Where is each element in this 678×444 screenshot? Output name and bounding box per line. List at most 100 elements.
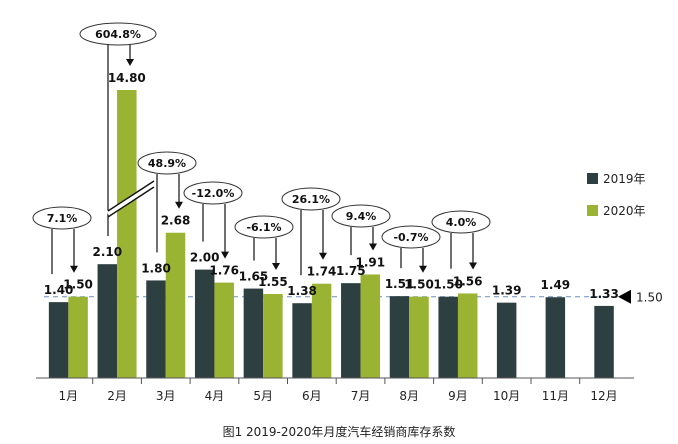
yoy-annotation: -0.7% xyxy=(381,225,441,273)
value-label-2019: 2.10 xyxy=(92,245,122,259)
value-label-2019: 1.75 xyxy=(336,264,366,278)
bar-2019 xyxy=(594,305,614,378)
bar-2019 xyxy=(243,288,264,378)
yoy-arrow-head xyxy=(369,243,377,251)
x-tick-label: 6月 xyxy=(302,389,322,403)
yoy-change-label: -12.0% xyxy=(192,187,235,200)
yoy-annotation: 4.0% xyxy=(431,210,491,270)
yoy-annotation: -6.1% xyxy=(234,215,294,270)
yoy-bubble xyxy=(381,225,441,249)
value-label-2020: 1.55 xyxy=(258,275,288,289)
value-label-2019: 1.80 xyxy=(141,261,171,275)
yoy-bubble xyxy=(331,204,391,228)
value-label-2019: 1.49 xyxy=(541,278,571,292)
bar-2019 xyxy=(48,302,69,378)
axis-break xyxy=(106,180,156,218)
value-label-2019: 2.00 xyxy=(190,251,220,265)
yoy-change-label: -6.1% xyxy=(246,221,281,234)
x-tick-label: 7月 xyxy=(351,389,371,403)
yoy-arrow-head xyxy=(126,59,134,66)
yoy-bubble xyxy=(137,151,197,175)
value-label-2019: 1.39 xyxy=(492,284,522,298)
bar-2019 xyxy=(97,264,118,378)
bar-2019 xyxy=(438,296,458,378)
yoy-annotation: 9.4% xyxy=(331,204,391,256)
bar-2020 xyxy=(360,274,381,378)
legend: 2019年 2020年 xyxy=(587,172,646,218)
value-label-2020: 1.76 xyxy=(209,264,239,278)
yoy-arrow-head xyxy=(221,251,229,259)
x-tick-label: 10月 xyxy=(493,389,520,403)
yoy-annotation: 26.1% xyxy=(281,187,341,276)
figure-caption: 图1 2019-2020年月度汽车经销商库存系数 xyxy=(223,424,456,439)
yoy-arrow-head xyxy=(70,265,78,273)
value-label-2020: 1.56 xyxy=(453,274,483,288)
bar-2020 xyxy=(409,296,429,378)
x-tick-label: 3月 xyxy=(156,389,176,403)
x-tick-label: 2月 xyxy=(107,389,127,403)
value-label-2019: 1.51 xyxy=(385,277,415,291)
yoy-change-label: 26.1% xyxy=(292,193,330,206)
yoy-change-label: -0.7% xyxy=(393,231,428,244)
bar-2019 xyxy=(496,302,517,378)
value-label-2019: 1.38 xyxy=(287,284,317,298)
axis-break-line xyxy=(107,180,155,212)
x-tick-label: 12月 xyxy=(590,389,617,403)
yoy-change-label: 9.4% xyxy=(346,210,377,223)
yoy-change-label: 48.9% xyxy=(148,157,186,170)
bar-2020 xyxy=(311,283,332,378)
bar-2019 xyxy=(292,303,312,378)
yoy-bubble xyxy=(431,210,491,234)
bar-2020 xyxy=(68,296,88,378)
bar-2020 xyxy=(457,293,478,378)
yoy-arrow-head xyxy=(469,262,477,270)
bar-2019 xyxy=(146,280,166,378)
yoy-annotations-group: 7.1% 604.8% 48.9% -12.0% -6.1% 26.1% 9.4% -0.7%… xyxy=(32,22,491,276)
x-tick-label: 9月 xyxy=(448,389,468,403)
yoy-bubble xyxy=(234,215,294,239)
yoy-annotation: 604.8% xyxy=(79,22,157,237)
yoy-bubble xyxy=(32,206,92,230)
reference-label: 1.50 xyxy=(636,291,663,305)
yoy-change-label: 4.0% xyxy=(446,216,477,229)
bar-2019 xyxy=(389,296,410,378)
yoy-annotation: 48.9% xyxy=(137,151,197,253)
bar-2019 xyxy=(194,269,215,378)
bar-2019 xyxy=(545,297,566,378)
value-label-2020: 14.80 xyxy=(108,71,146,85)
legend-label: 2019年 xyxy=(603,172,646,186)
axis-break-gap xyxy=(106,181,156,217)
yoy-arrow-head xyxy=(272,262,280,270)
x-axis-group: 1月 2月 3月 4月 5月 6月 7月 8月 9月 10月 11月 12月 xyxy=(36,377,634,403)
value-label-2020: 1.50 xyxy=(404,278,434,292)
bars-group xyxy=(48,90,614,378)
x-tick-label: 4月 xyxy=(205,389,225,403)
value-label-2020: 2.68 xyxy=(161,214,191,228)
value-label-2020: 1.91 xyxy=(355,255,385,269)
yoy-bubble xyxy=(183,181,243,205)
yoy-annotation: -12.0% xyxy=(183,181,243,259)
x-tick-label: 5月 xyxy=(253,389,273,403)
yoy-annotation: 7.1% xyxy=(32,206,92,275)
yoy-arrow-head xyxy=(419,265,427,273)
x-tick-label: 8月 xyxy=(399,389,419,403)
yoy-bubble xyxy=(79,22,157,46)
x-tick-label: 11月 xyxy=(542,389,569,403)
value-label-2019: 1.50 xyxy=(433,278,463,292)
legend-swatch xyxy=(587,173,598,184)
yoy-arrow-head xyxy=(319,252,327,260)
x-tick-label: 1月 xyxy=(59,389,79,403)
value-label-2020: 1.50 xyxy=(63,278,93,292)
value-label-2019: 1.33 xyxy=(589,287,619,301)
yoy-change-label: 604.8% xyxy=(95,28,141,41)
value-label-2019: 1.40 xyxy=(44,283,74,297)
bar-2020 xyxy=(263,293,283,378)
axis-break-line xyxy=(107,186,155,218)
value-label-2020: 1.74 xyxy=(307,265,337,279)
value-label-2019: 1.65 xyxy=(239,270,269,284)
reference-marker xyxy=(618,289,631,304)
legend-label: 2020年 xyxy=(603,204,646,218)
legend-swatch xyxy=(587,205,598,216)
